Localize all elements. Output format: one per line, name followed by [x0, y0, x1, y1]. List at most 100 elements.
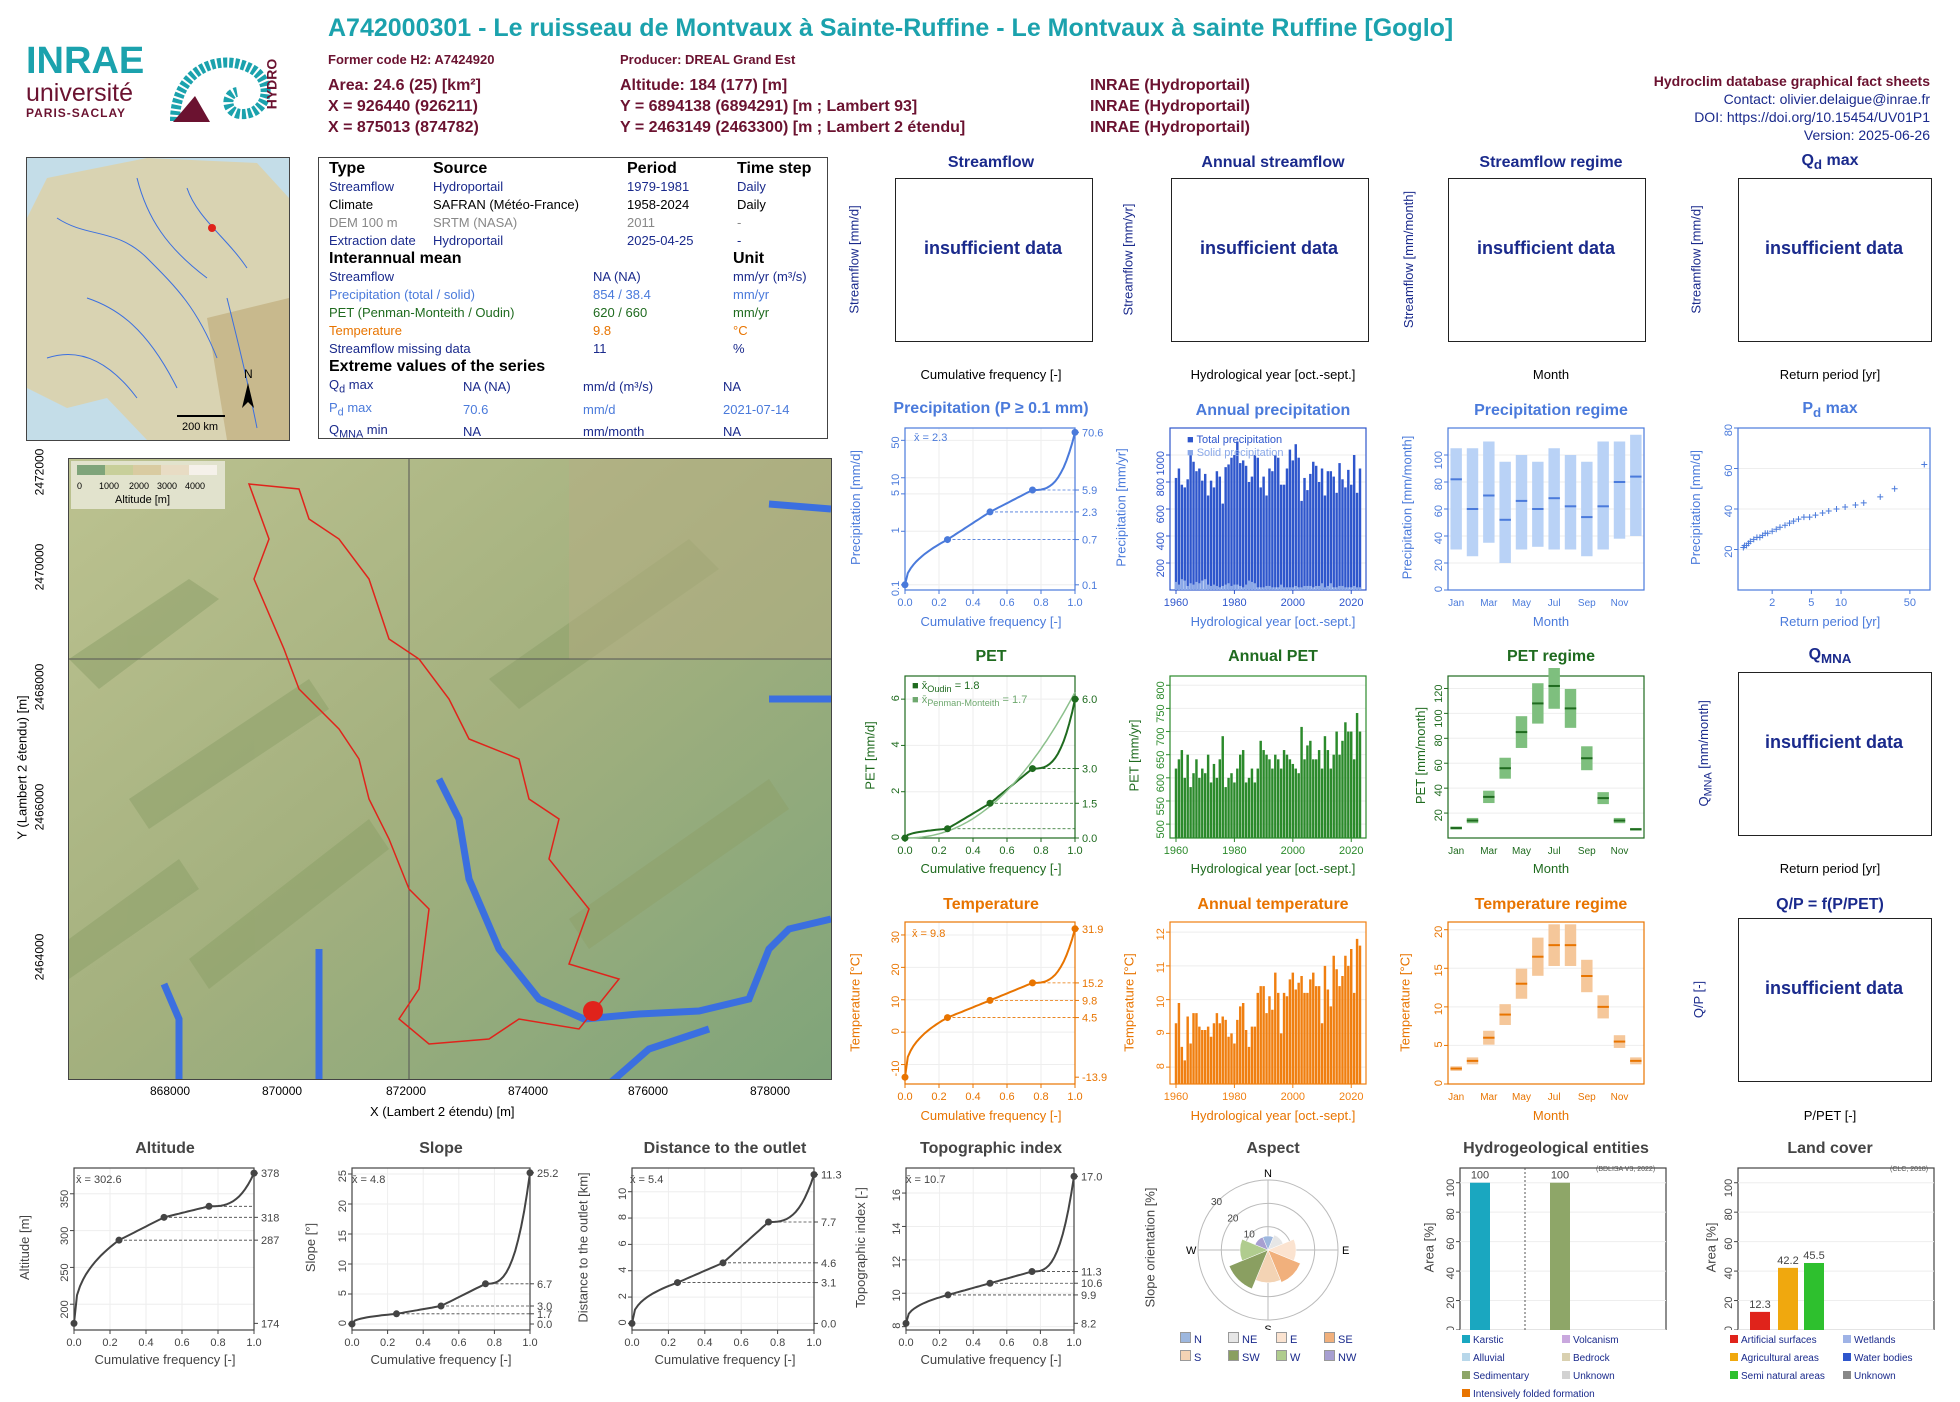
- annual-bar: [1180, 484, 1184, 590]
- legend-item: Karstic: [1462, 1334, 1562, 1347]
- table-cell: Temperature: [329, 323, 402, 338]
- annual-bar: [1221, 736, 1224, 838]
- annual-bar: [1332, 754, 1335, 838]
- distance-mean-label: x̄ = 5.4: [630, 1174, 664, 1186]
- y-tick-label: 100: [1723, 1179, 1735, 1197]
- annual-bar: [1317, 482, 1321, 590]
- precip-xlabel: Cumulative frequency [-]: [920, 614, 1062, 629]
- table-cell: 1958-2024: [627, 197, 690, 212]
- quantile-point: [944, 536, 951, 544]
- table-row: Qd max NA (NA) mm/d (m³/s) NA: [327, 376, 792, 399]
- var-sub: MNA: [339, 428, 364, 441]
- annual-precip-chart: 200 400 600 800 1000 1960 1980 2000 2020: [1155, 427, 1367, 609]
- area-bar: [1778, 1267, 1798, 1330]
- cdf-curve: [73, 1172, 255, 1324]
- annual-bar: [1277, 457, 1280, 590]
- annual-bar: [1291, 763, 1295, 838]
- info-table: Type Source Period Time step Streamflow H…: [327, 160, 813, 250]
- y-tick-label: 10: [1433, 1003, 1445, 1015]
- cdf-curve: [631, 1174, 815, 1324]
- annual-bar: [1341, 479, 1344, 590]
- annual-bar: [1282, 992, 1286, 1084]
- y-tick-label: 60: [1433, 759, 1445, 771]
- table-cell: SRTM (NASA): [433, 215, 518, 230]
- pet-regime-chart: 20 40 60 80 100 120 Jan Mar May Jul Sep Nov: [1433, 668, 1645, 857]
- hydrogeo-chart: 100 100 0 20 40 60 80 100: [1445, 1167, 1667, 1330]
- y-tick-label: 6: [617, 1240, 629, 1246]
- annual-bar-solid: [1189, 583, 1192, 590]
- map-ytick: 2464000: [32, 933, 47, 981]
- y-tick-label: 9: [1155, 1029, 1167, 1035]
- x-tick-label: 1980: [1222, 1091, 1246, 1103]
- annual-bar-solid: [1203, 579, 1207, 590]
- temp-regime-chart: 0 5 10 15 20 Jan Mar May Jul Sep Nov: [1433, 921, 1645, 1103]
- cdf-curve: [905, 1176, 1075, 1324]
- x-tick-label: 0.4: [965, 597, 980, 609]
- annual-bar-solid: [1341, 585, 1344, 590]
- qmna-xlabel: Return period [yr]: [1779, 861, 1881, 876]
- annual-bar-solid: [1262, 587, 1265, 590]
- annual-bar-solid: [1241, 587, 1245, 590]
- var-main: P: [329, 399, 338, 415]
- month-label: Nov: [1611, 846, 1629, 857]
- annual-temp-chart: 8 9 10 11 12 1960 1980 2000 2020: [1155, 921, 1367, 1103]
- annual-bar-solid: [1186, 585, 1189, 590]
- annual-bar: [1271, 1009, 1274, 1084]
- table-row: Streamflow NA (NA) mm/yr (m³/s): [327, 268, 809, 286]
- locator-rivers: [46, 177, 258, 429]
- table-row: Streamflow Hydroportail 1979-1981 Daily: [327, 178, 813, 196]
- inrae-logo: INRAE université PARIS-SACLAY: [26, 42, 154, 120]
- table-cell: °C: [733, 323, 748, 338]
- y-tick-label: -10: [890, 1061, 902, 1077]
- y-tick-label: 2: [617, 1293, 629, 1299]
- map-ytick: 2466000: [32, 783, 47, 831]
- pd-max-chart: 20 40 60 80 2 5 10 50: [1723, 424, 1931, 609]
- regime-range-box: [1483, 441, 1495, 543]
- scale-label: 200 km: [182, 421, 218, 433]
- y-tick-label: 6: [890, 695, 902, 701]
- regime-range-box: [1597, 441, 1609, 550]
- annual-bar-solid: [1218, 587, 1222, 590]
- y-tick-label: 20: [1433, 559, 1445, 571]
- pd-max-point: [1782, 522, 1789, 529]
- map-xtick: 876000: [628, 1084, 669, 1098]
- rose-sector: [1254, 1236, 1269, 1251]
- annual-bar: [1344, 722, 1347, 838]
- map-xtick: 872000: [386, 1084, 427, 1098]
- table-cell: Extraction date: [329, 233, 416, 248]
- area-bar: [1550, 1182, 1570, 1330]
- precip-regime-chart: 0 20 40 60 80 100 Jan Mar May Jul Sep Nov: [1433, 427, 1645, 609]
- annual-bar-solid: [1265, 585, 1268, 590]
- plot-frame: [1459, 1167, 1667, 1330]
- annual-bar: [1312, 461, 1315, 590]
- table-cell: mm/yr: [733, 287, 770, 302]
- map-xtick: 878000: [750, 1084, 791, 1098]
- annual-bar: [1355, 492, 1359, 590]
- annual-bar: [1192, 1013, 1195, 1084]
- quantile-point: [986, 508, 994, 516]
- annual-bar-solid: [1291, 587, 1295, 590]
- table-cell: 2025-04-25: [627, 233, 694, 248]
- table-row: Climate SAFRAN (Météo-France) 1958-2024 Dai…: [327, 196, 813, 214]
- annual-bar-solid: [1215, 585, 1219, 590]
- table-cell: mm/yr: [733, 305, 770, 320]
- annual-bar: [1277, 759, 1280, 838]
- y-tick-label: 0: [337, 1320, 349, 1326]
- annual-bar: [1341, 976, 1344, 1084]
- x-tick-label: 2020: [1339, 597, 1363, 609]
- quantile-point: [901, 1073, 909, 1081]
- y-tick-label: 60: [1723, 465, 1735, 477]
- y-tick-label: 60: [1723, 1238, 1735, 1250]
- annual-bar-solid: [1309, 585, 1312, 590]
- x-tick-label: 1960: [1164, 845, 1188, 857]
- precip-ylabel: Precipitation [mm/d]: [847, 450, 863, 565]
- right-tick-label: 378: [261, 1168, 279, 1180]
- right-tick-label: 3.0: [1082, 764, 1097, 776]
- annual-bar: [1279, 768, 1283, 838]
- x-tick-label: 0.2: [931, 597, 946, 609]
- annual-bar: [1282, 750, 1286, 838]
- annual-bar: [1259, 487, 1262, 590]
- y-tick-label: 1000: [1155, 451, 1167, 475]
- annual-bar: [1347, 965, 1350, 1084]
- right-tick-label: 10.6: [1081, 1278, 1102, 1290]
